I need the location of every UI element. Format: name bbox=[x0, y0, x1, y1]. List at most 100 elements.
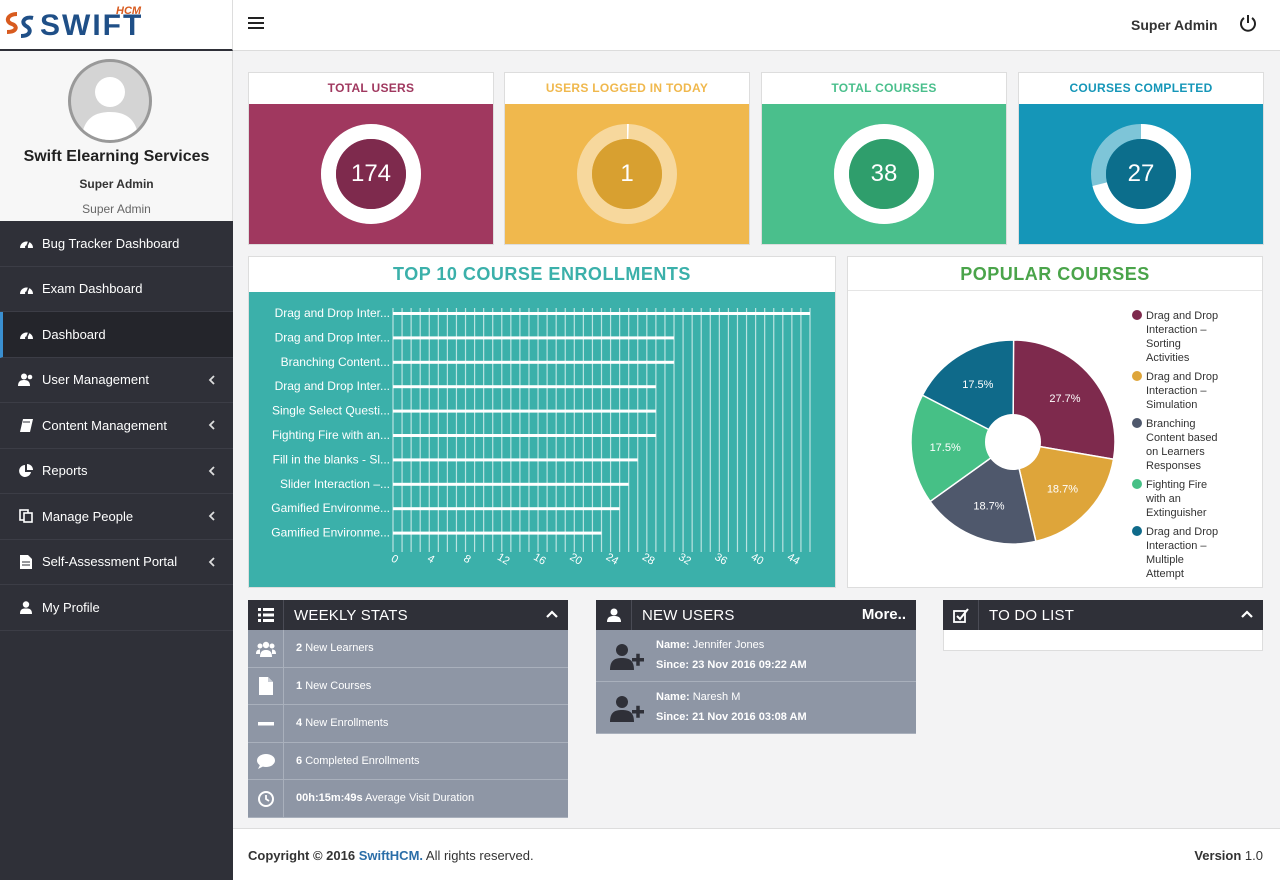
bar[interactable] bbox=[393, 336, 675, 340]
bar-category-label: Fill in the blanks - Sl... bbox=[273, 452, 390, 466]
pie-slice-label: 18.7% bbox=[1047, 484, 1078, 496]
footer-copyright: Copyright © 2016 SwiftHCM. All rights re… bbox=[248, 848, 534, 863]
bar[interactable] bbox=[393, 531, 602, 535]
avatar[interactable] bbox=[68, 59, 152, 143]
stat-donut bbox=[577, 124, 677, 224]
footer-brand-link[interactable]: SwiftHCM. bbox=[358, 848, 424, 863]
new-user-row[interactable]: Name: Naresh M Since: 21 Nov 2016 03:08 A… bbox=[596, 682, 916, 734]
sidebar-item-content-management[interactable]: Content Management bbox=[0, 403, 233, 449]
stat-card-title: TOTAL COURSES bbox=[831, 81, 937, 95]
legend-swatch bbox=[1132, 479, 1142, 489]
x-tick-label: 12 bbox=[495, 551, 512, 568]
legend-label[interactable]: Drag and Drop Interaction – Sorting Activit… bbox=[1146, 310, 1218, 364]
legend-label[interactable]: Branching Content based on Learners Respons… bbox=[1146, 418, 1218, 472]
sidebar-item-manage-people[interactable]: Manage People bbox=[0, 494, 233, 540]
copyright-text: Copyright © 2016 bbox=[248, 848, 356, 863]
x-tick-label: 28 bbox=[640, 551, 657, 568]
weekly-stat-label: Average Visit Duration bbox=[365, 792, 475, 804]
weekly-stat-text: 6 Completed Enrollments bbox=[296, 755, 420, 767]
bar-category-label: Fighting Fire with an... bbox=[272, 428, 390, 442]
weekly-stat-row: 4 New Enrollments bbox=[248, 705, 568, 743]
menu-toggle-icon[interactable] bbox=[248, 14, 264, 34]
collapse-chevron-up-icon[interactable] bbox=[546, 606, 558, 623]
x-tick-label: 20 bbox=[567, 551, 584, 568]
avatar-placeholder-icon bbox=[81, 77, 139, 140]
bar[interactable] bbox=[393, 482, 629, 486]
profile-role: Super Admin bbox=[79, 177, 154, 191]
power-icon[interactable] bbox=[1238, 13, 1258, 33]
file-icon bbox=[18, 554, 34, 569]
bar[interactable] bbox=[393, 458, 638, 462]
legend-label[interactable]: Drag and Drop Interaction – Multiple Attemp… bbox=[1146, 526, 1218, 580]
sidebar: Swift Elearning Services Super Admin Sup… bbox=[0, 51, 233, 880]
new-user-since: 21 Nov 2016 03:08 AM bbox=[692, 711, 807, 723]
profile-name: Swift Elearning Services bbox=[23, 148, 210, 165]
logo[interactable]: SWIFT HCM bbox=[0, 0, 233, 51]
legend-label[interactable]: Fighting Fire with an Extinguisher bbox=[1145, 479, 1207, 519]
popular-courses-pie-chart: 27.7% 18.7% 18.7% 17.5% 17.5% Drag and Drop In… bbox=[910, 310, 1218, 580]
popular-courses-panel: POPULAR COURSES 27.7% 18.7% 18.7% 17.5% 17.5… bbox=[847, 256, 1263, 588]
weekly-stats-header: WEEKLY STATS bbox=[248, 600, 568, 630]
book-icon bbox=[18, 418, 34, 432]
sidebar-item-label: My Profile bbox=[42, 599, 100, 615]
pie-slice-label: 17.5% bbox=[930, 442, 961, 454]
sidebar-item-user-management[interactable]: User Management bbox=[0, 358, 233, 403]
bar-category-label: Gamified Environme... bbox=[271, 501, 390, 515]
pie-slice-label: 18.7% bbox=[973, 501, 1004, 513]
dashboard-icon bbox=[18, 327, 34, 341]
bar[interactable] bbox=[393, 409, 656, 413]
new-user-name: Naresh M bbox=[692, 691, 741, 703]
stat-card-body: 174 bbox=[249, 104, 493, 244]
pie-slice[interactable] bbox=[921, 339, 1015, 444]
weekly-stat-label: New Enrollments bbox=[305, 717, 389, 729]
bar[interactable] bbox=[393, 507, 620, 511]
profile-panel: Swift Elearning Services Super Admin Sup… bbox=[0, 51, 233, 221]
weekly-stat-value: 4 bbox=[296, 717, 303, 729]
bar-category-label: Drag and Drop Inter... bbox=[275, 306, 390, 320]
weekly-stat-text: 4 New Enrollments bbox=[296, 717, 388, 729]
x-tick-label: 36 bbox=[713, 551, 730, 568]
logo-text: SWIFT bbox=[40, 9, 144, 42]
bar[interactable] bbox=[393, 434, 656, 437]
pie-slice[interactable] bbox=[1012, 441, 1115, 543]
pie-slice[interactable] bbox=[1012, 339, 1116, 461]
bar[interactable] bbox=[393, 312, 810, 315]
weekly-stat-value: 2 bbox=[296, 642, 303, 654]
top-bar: SWIFT HCM Super Admin bbox=[0, 0, 1280, 51]
stat-card-value: 27 bbox=[1127, 160, 1155, 187]
new-user-since-line: Since: 21 Nov 2016 03:08 AM bbox=[656, 711, 807, 723]
bar-category-label: Branching Content... bbox=[281, 355, 390, 369]
weekly-stat-text: 00h:15m:49s Average Visit Duration bbox=[296, 792, 474, 804]
weekly-stat-value: 00h:15m:49s bbox=[296, 792, 363, 804]
stat-card-value: 1 bbox=[620, 160, 634, 187]
legend-label[interactable]: Drag and Drop Interaction – Simulation bbox=[1146, 371, 1218, 411]
weekly-stats-widget: WEEKLY STATS 2 New Learners 1 New Courses… bbox=[248, 600, 568, 818]
new-users-more-link[interactable]: More.. bbox=[861, 606, 906, 623]
stat-card-value: 38 bbox=[870, 160, 898, 187]
enrollments-panel: TOP 10 COURSE ENROLLMENTS Drag and Drop … bbox=[248, 256, 836, 588]
bar[interactable] bbox=[393, 385, 656, 389]
weekly-stat-row: 1 New Courses bbox=[248, 667, 568, 705]
sidebar-item-self-assessment-portal[interactable]: Self-Assessment Portal bbox=[0, 540, 233, 585]
stat-card-value: 174 bbox=[350, 160, 392, 187]
sidebar-item-dashboard[interactable]: Dashboard bbox=[0, 312, 233, 358]
footer: Copyright © 2016 SwiftHCM. All rights re… bbox=[233, 828, 1280, 880]
logo-subtext: HCM bbox=[116, 5, 142, 17]
pie-slice[interactable] bbox=[910, 394, 1015, 503]
clock-icon bbox=[248, 780, 284, 817]
stat-card-body: 1 bbox=[505, 104, 749, 244]
weekly-stats-list: 2 New Learners 1 New Courses 4 New Enrollm… bbox=[248, 630, 568, 818]
sidebar-item-reports[interactable]: Reports bbox=[0, 449, 233, 494]
weekly-stat-value: 1 bbox=[296, 679, 303, 692]
sidebar-item-exam-dashboard[interactable]: Exam Dashboard bbox=[0, 267, 233, 312]
new-user-row[interactable]: Name: Jennifer Jones Since: 23 Nov 2016 0… bbox=[596, 630, 916, 682]
group-icon bbox=[248, 630, 284, 667]
bar[interactable] bbox=[393, 360, 675, 364]
header-username[interactable]: Super Admin bbox=[1131, 17, 1218, 33]
x-tick-label: 40 bbox=[749, 551, 766, 568]
sidebar-item-my-profile[interactable]: My Profile bbox=[0, 585, 233, 631]
sidebar-item-bug-tracker-dashboard[interactable]: Bug Tracker Dashboard bbox=[0, 221, 233, 267]
profile-role-secondary: Super Admin bbox=[82, 202, 151, 216]
since-label: Since: bbox=[656, 711, 690, 723]
collapse-chevron-up-icon[interactable] bbox=[1241, 606, 1253, 623]
